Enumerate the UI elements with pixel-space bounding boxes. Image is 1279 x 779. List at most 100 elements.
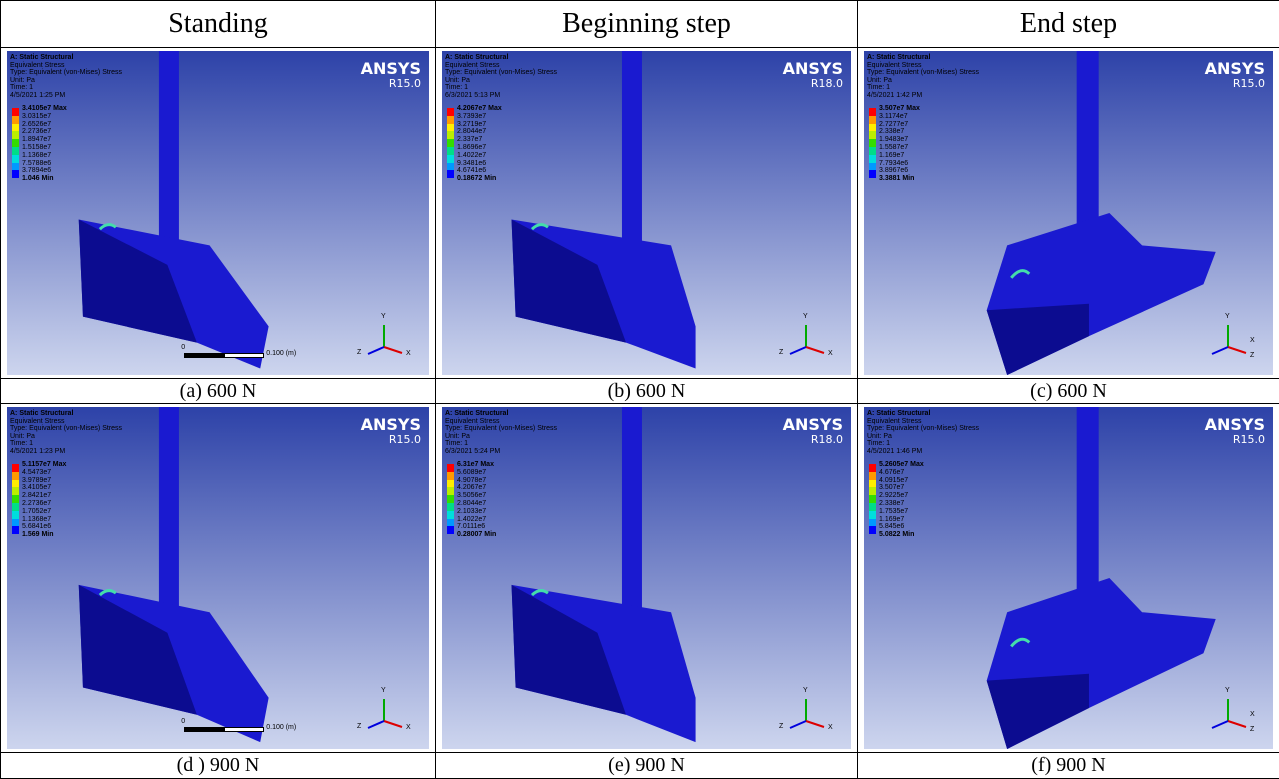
legend-color [12, 519, 19, 527]
analysis-info: Time: 1 [867, 84, 890, 92]
legend-color [12, 526, 19, 534]
analysis-info: Equivalent Stress [445, 418, 499, 426]
legend-color [869, 519, 876, 527]
legend-color [447, 487, 454, 495]
axis-label: Z [1250, 352, 1254, 360]
legend-label: 5.6841e6 [22, 523, 51, 531]
scale-label: 0.100 (m) [266, 350, 296, 358]
axis-label: Y [803, 313, 808, 321]
analysis-info: Type: Equivalent (von-Mises) Stress [867, 425, 979, 433]
axis-label: Z [357, 723, 361, 731]
analysis-info: 4/5/2021 1:42 PM [867, 92, 922, 100]
software-name: ANSYS [1205, 61, 1265, 76]
legend-color [447, 131, 454, 139]
analysis-title: A: Static Structural [867, 410, 930, 418]
analysis-title: A: Static Structural [445, 410, 508, 418]
legend-label: 3.9789e7 [22, 477, 51, 485]
legend-color [447, 472, 454, 480]
legend-color [869, 526, 876, 534]
legend-color [12, 170, 19, 178]
legend-label: 3.4105e7 Max [22, 105, 67, 113]
legend-label: 4.9078e7 [457, 477, 486, 485]
software-version: R18.0 [783, 76, 843, 91]
legend-label: 4.676e7 [879, 469, 904, 477]
legend-color [869, 131, 876, 139]
legend-label: 1.5158e7 [22, 144, 51, 152]
legend-label: 3.507e7 Max [879, 105, 920, 113]
software-name: ANSYS [361, 61, 421, 76]
scale-label: 0 [181, 344, 185, 352]
legend-label: 5.1157e7 Max [22, 461, 66, 469]
caption: (d ) 900 N [0, 752, 436, 779]
analysis-info: Time: 1 [445, 84, 468, 92]
axis-label: Y [1225, 313, 1230, 321]
analysis-info: Type: Equivalent (von-Mises) Stress [867, 69, 979, 77]
legend-label: 2.337e7 [457, 136, 482, 144]
analysis-info: Type: Equivalent (von-Mises) Stress [445, 69, 557, 77]
legend-label: 1.1368e7 [22, 516, 51, 524]
caption: (e) 900 N [435, 752, 858, 779]
model-geometry [7, 407, 429, 749]
legend-label: 5.2605e7 Max [879, 461, 924, 469]
analysis-info: Equivalent Stress [10, 418, 64, 426]
legend-label: 4.6741e6 [457, 167, 486, 175]
legend-label: 7.0111e6 [457, 523, 485, 531]
analysis-title: A: Static Structural [10, 410, 73, 418]
legend-label: 2.9225e7 [879, 492, 908, 500]
legend-label: 1.169e7 [879, 152, 904, 160]
software-version: R15.0 [1205, 432, 1265, 447]
legend-label: 1.8947e7 [22, 136, 51, 144]
analysis-info: Type: Equivalent (von-Mises) Stress [445, 425, 557, 433]
analysis-info: Equivalent Stress [867, 62, 921, 70]
legend-label: 1.4022e7 [457, 152, 486, 160]
legend-color [12, 503, 19, 511]
legend-label: 1.4022e7 [457, 516, 486, 524]
software-version: R15.0 [1205, 76, 1265, 91]
axis-label: X [1250, 711, 1255, 719]
legend-color [12, 511, 19, 519]
legend-label: 1.8696e7 [457, 144, 486, 152]
legend-label: 1.7052e7 [22, 508, 51, 516]
caption: (a) 600 N [0, 378, 436, 404]
legend-color [12, 472, 19, 480]
analysis-info: 4/5/2021 1:23 PM [10, 448, 65, 456]
legend-label: 5.0822 Min [879, 531, 914, 539]
legend-color [447, 511, 454, 519]
model-geometry [442, 51, 851, 375]
legend-color [447, 464, 454, 472]
legend-label: 3.4105e7 [22, 484, 51, 492]
model-geometry [864, 407, 1273, 749]
axis-label: X [828, 350, 833, 358]
legend-color [869, 495, 876, 503]
legend-label: 3.7894e6 [22, 167, 51, 175]
legend-color [12, 155, 19, 163]
analysis-info: Unit: Pa [445, 433, 470, 441]
legend-label: 3.507e7 [879, 484, 904, 492]
legend-label: 3.1174e7 [879, 113, 908, 121]
legend-label: 3.0315e7 [22, 113, 51, 121]
legend-label: 5.845e6 [879, 523, 904, 531]
legend-label: 1.569 Min [22, 531, 54, 539]
legend-label: 2.338e7 [879, 128, 904, 136]
scale-bar [184, 727, 224, 732]
figure: (() => { const data = JSON.parse(documen… [0, 0, 1279, 778]
legend-color [869, 155, 876, 163]
legend-color [12, 487, 19, 495]
scale-bar [224, 727, 264, 732]
legend-color [447, 519, 454, 527]
legend-color [869, 108, 876, 116]
analysis-info: Unit: Pa [10, 77, 35, 85]
analysis-info: 6/3/2021 5:24 PM [445, 448, 500, 456]
analysis-title: A: Static Structural [867, 54, 930, 62]
axis-label: X [828, 724, 833, 732]
legend-color [12, 147, 19, 155]
axis-label: Y [803, 687, 808, 695]
column-header: Beginning step [435, 0, 858, 48]
axis-label: Y [1225, 687, 1230, 695]
